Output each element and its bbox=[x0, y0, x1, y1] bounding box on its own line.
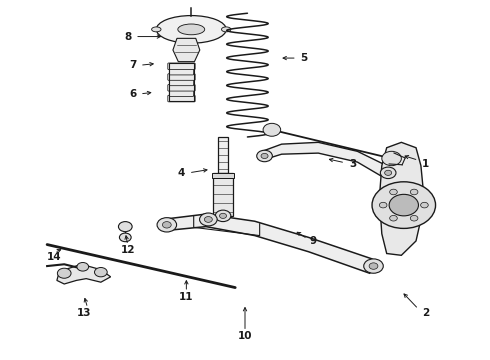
Text: 13: 13 bbox=[76, 308, 91, 318]
Polygon shape bbox=[57, 264, 111, 284]
Circle shape bbox=[263, 123, 281, 136]
Text: 3: 3 bbox=[349, 159, 356, 169]
Circle shape bbox=[389, 194, 418, 216]
Polygon shape bbox=[173, 39, 200, 62]
Text: 7: 7 bbox=[129, 60, 136, 70]
Text: 14: 14 bbox=[47, 252, 62, 262]
Circle shape bbox=[410, 189, 418, 195]
Circle shape bbox=[369, 263, 378, 269]
Polygon shape bbox=[262, 142, 392, 176]
Circle shape bbox=[162, 222, 171, 228]
Ellipse shape bbox=[178, 24, 205, 35]
Ellipse shape bbox=[156, 15, 226, 43]
Text: 2: 2 bbox=[422, 308, 429, 318]
Polygon shape bbox=[162, 214, 379, 273]
Text: 1: 1 bbox=[422, 159, 429, 169]
Ellipse shape bbox=[221, 27, 231, 32]
Circle shape bbox=[215, 210, 231, 222]
Circle shape bbox=[379, 202, 387, 208]
Polygon shape bbox=[379, 142, 423, 255]
FancyBboxPatch shape bbox=[168, 63, 195, 69]
Circle shape bbox=[95, 267, 107, 277]
Circle shape bbox=[380, 167, 396, 179]
Circle shape bbox=[77, 262, 89, 271]
Bar bbox=[218, 137, 228, 173]
FancyBboxPatch shape bbox=[170, 68, 194, 75]
Circle shape bbox=[372, 182, 436, 228]
Circle shape bbox=[204, 217, 212, 222]
Text: 4: 4 bbox=[178, 168, 185, 178]
FancyBboxPatch shape bbox=[168, 74, 195, 80]
Circle shape bbox=[390, 215, 397, 221]
Bar bbox=[213, 173, 233, 216]
FancyBboxPatch shape bbox=[168, 85, 195, 91]
Circle shape bbox=[410, 215, 418, 221]
Circle shape bbox=[364, 259, 383, 273]
Circle shape bbox=[57, 268, 71, 278]
Text: 10: 10 bbox=[238, 331, 252, 341]
Circle shape bbox=[199, 213, 217, 226]
Text: 5: 5 bbox=[300, 53, 307, 63]
Circle shape bbox=[382, 151, 401, 166]
Circle shape bbox=[120, 233, 131, 242]
Bar bbox=[169, 63, 194, 101]
Circle shape bbox=[420, 202, 428, 208]
Text: 9: 9 bbox=[310, 236, 317, 246]
FancyBboxPatch shape bbox=[170, 79, 194, 86]
Circle shape bbox=[220, 213, 226, 219]
Text: 12: 12 bbox=[121, 245, 135, 255]
Text: 6: 6 bbox=[129, 89, 136, 99]
FancyBboxPatch shape bbox=[168, 95, 195, 102]
Circle shape bbox=[157, 218, 176, 232]
FancyBboxPatch shape bbox=[170, 90, 194, 96]
Text: 8: 8 bbox=[124, 32, 131, 41]
Circle shape bbox=[119, 222, 132, 231]
Circle shape bbox=[261, 153, 268, 158]
Text: 11: 11 bbox=[179, 292, 194, 302]
Bar bbox=[212, 173, 234, 178]
Circle shape bbox=[257, 150, 272, 162]
Circle shape bbox=[385, 170, 392, 175]
Circle shape bbox=[390, 189, 397, 195]
Ellipse shape bbox=[151, 27, 161, 32]
